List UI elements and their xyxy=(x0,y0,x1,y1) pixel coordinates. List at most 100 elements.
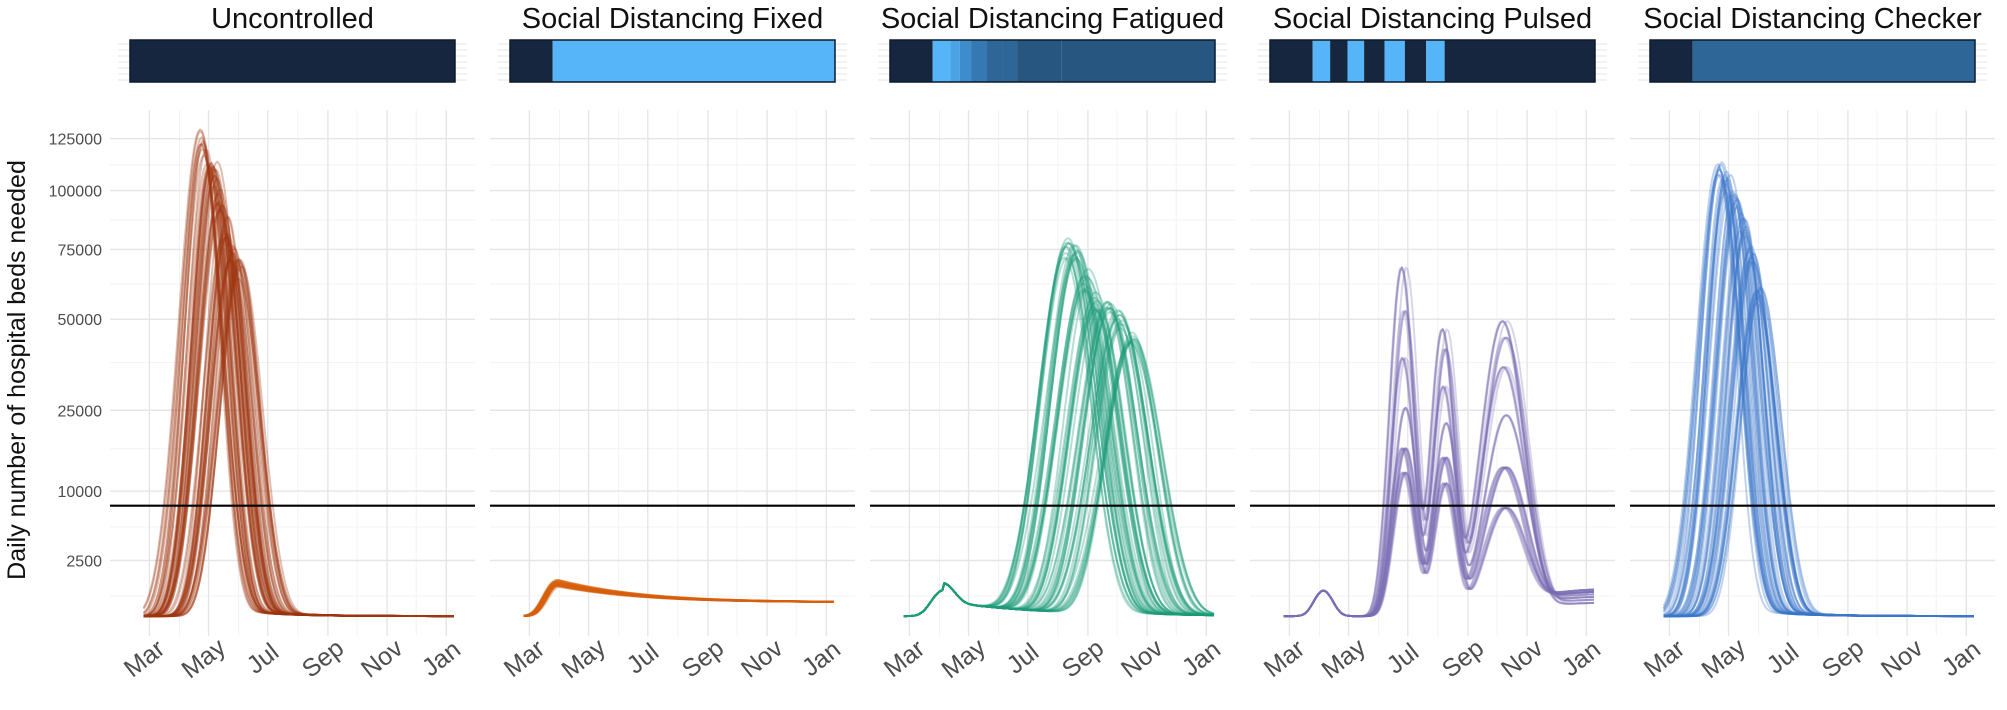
panel-3-simulation-line xyxy=(903,253,1214,618)
panel-1-simulation-line xyxy=(143,185,454,618)
panel-1-strip-frame xyxy=(129,39,456,83)
panel-5-simulation-line xyxy=(1663,225,1974,618)
panel-2-simulation-line xyxy=(523,583,834,617)
panel-5-simulation-line xyxy=(1663,219,1974,618)
panel-4-simulation-line xyxy=(1283,471,1595,618)
panel-4-intervention-segment xyxy=(1270,40,1313,82)
panel-5-simulation-line xyxy=(1663,203,1974,618)
panel-5-strip-frame xyxy=(1649,39,1976,83)
panel-1-simulation-line xyxy=(143,143,454,618)
panel-2-simulation-line xyxy=(523,582,834,617)
panel-3-simulation-line xyxy=(903,319,1214,618)
panel-3-intervention-segment xyxy=(950,40,960,82)
panel-2-simulation-line xyxy=(523,579,834,617)
panel-4-simulation-line xyxy=(1283,267,1595,618)
panel-4-simulation-line xyxy=(1283,471,1595,618)
panel-1-simulation-line xyxy=(143,169,454,618)
panel-3-x-tick-label: Nov xyxy=(1116,634,1169,684)
panel-5-simulation-line xyxy=(1663,217,1974,618)
panel-2-simulation-line xyxy=(523,578,834,617)
panel-4-intervention-segment xyxy=(1312,40,1331,82)
panel-2-x-tick-label: Mar xyxy=(499,634,550,683)
panel-3-simulation-line xyxy=(903,246,1214,618)
panel-3-simulation-line xyxy=(903,276,1214,618)
panel-4-simulation-line xyxy=(1283,266,1595,618)
panel-5-simulation-line xyxy=(1662,168,1974,618)
panel-1-simulation-line xyxy=(143,258,454,618)
panel-1-simulation-line xyxy=(143,154,454,618)
panel-4-simulation-line xyxy=(1283,471,1595,618)
panel-5-x-tick-label: Jul xyxy=(1762,638,1804,680)
panel-3-simulation-line xyxy=(903,249,1215,618)
panel-3-x-tick-label: Mar xyxy=(879,634,930,683)
panel-2-simulation-line xyxy=(523,579,834,617)
y-axis-title: Daily number of hospital beds needed xyxy=(3,160,31,580)
panel-3-intervention-segment xyxy=(959,40,972,82)
panel-4-x-tick-label: Nov xyxy=(1496,634,1549,684)
panel-4-series xyxy=(1283,266,1595,618)
panel-4-intervention-segment xyxy=(1426,40,1445,82)
panel-3-simulation-line xyxy=(903,313,1214,618)
panel-4-simulation-line xyxy=(1283,471,1595,618)
panel-5-simulation-line xyxy=(1663,204,1974,618)
panel-3-simulation-line xyxy=(903,310,1215,618)
panel-2-simulation-line xyxy=(523,585,834,617)
panel-1-simulation-line xyxy=(143,208,454,618)
panel-1-simulation-line xyxy=(143,167,454,618)
panel-2-strip-frame xyxy=(509,39,836,83)
panel-1-simulation-line xyxy=(143,252,454,618)
panel-4-simulation-line xyxy=(1283,447,1594,618)
panel-2-simulation-line xyxy=(523,585,834,618)
panel-3-simulation-line xyxy=(903,305,1214,618)
panel-2-simulation-line xyxy=(523,582,834,617)
panel-5-x-tick-label: Jan xyxy=(1937,635,1986,682)
panel-1-simulation-line xyxy=(143,141,454,618)
panel-1-simulation-line xyxy=(143,245,454,618)
panel-4-simulation-line xyxy=(1283,356,1595,618)
panel-1-simulation-line xyxy=(143,204,454,618)
panel-2-simulation-line xyxy=(523,582,834,617)
panel-2-simulation-line xyxy=(523,581,834,617)
panel-3-series xyxy=(903,237,1215,618)
panel-1-simulation-line xyxy=(143,163,454,618)
panel-4-simulation-line xyxy=(1283,447,1594,618)
panel-3-simulation-line xyxy=(903,307,1215,618)
panel-2-simulation-line xyxy=(523,581,834,617)
panel-2-simulation-line xyxy=(523,583,834,617)
panel-1-simulation-line xyxy=(143,259,454,618)
panel-1-x-tick-label: Sep xyxy=(297,634,349,683)
panel-3-simulation-line xyxy=(903,256,1214,618)
panel-4-simulation-line xyxy=(1283,471,1595,618)
panel-4-x-tick-label: Sep xyxy=(1437,634,1489,683)
panel-3-intervention-segment xyxy=(987,40,1003,82)
panel-3-simulation-line xyxy=(903,342,1215,618)
panel-5-simulation-line xyxy=(1663,260,1974,618)
panel-3-simulation-line xyxy=(903,286,1214,618)
panel-3-x-tick-label: Jan xyxy=(1177,635,1226,682)
panel-5-simulation-line xyxy=(1663,302,1974,618)
panel-2-x-tick-label: Nov xyxy=(736,634,789,684)
panel-4-intervention-segment xyxy=(1384,40,1405,82)
panel-3-simulation-line xyxy=(903,309,1214,618)
panel-5-simulation-line xyxy=(1663,294,1974,618)
panel-2-simulation-line xyxy=(523,579,834,617)
panel-3-simulation-line xyxy=(903,289,1215,618)
panel-2-intervention-segment xyxy=(552,40,835,82)
panel-3-simulation-line xyxy=(903,289,1215,618)
panel-5-x-tick-label: Sep xyxy=(1817,634,1869,683)
panel-3-simulation-line xyxy=(903,339,1215,618)
panel-3-simulation-line xyxy=(903,340,1215,618)
panel-3-simulation-line xyxy=(903,291,1215,618)
panel-5-simulation-line xyxy=(1662,161,1974,618)
panel-5-simulation-line xyxy=(1663,292,1974,618)
panel-1-simulation-line xyxy=(143,168,454,618)
panel-2-simulation-line xyxy=(523,581,834,617)
panel-5-x-tick-label: Nov xyxy=(1876,634,1929,684)
panel-4-intervention-segment xyxy=(1347,40,1365,82)
panel-1-series xyxy=(142,128,454,618)
panel-4-intervention-segment xyxy=(1330,40,1348,82)
panel-1-simulation-line xyxy=(143,236,454,618)
panel-3-simulation-line xyxy=(903,323,1214,618)
panel-2-simulation-line xyxy=(523,585,834,617)
panel-1-simulation-line xyxy=(142,148,454,618)
